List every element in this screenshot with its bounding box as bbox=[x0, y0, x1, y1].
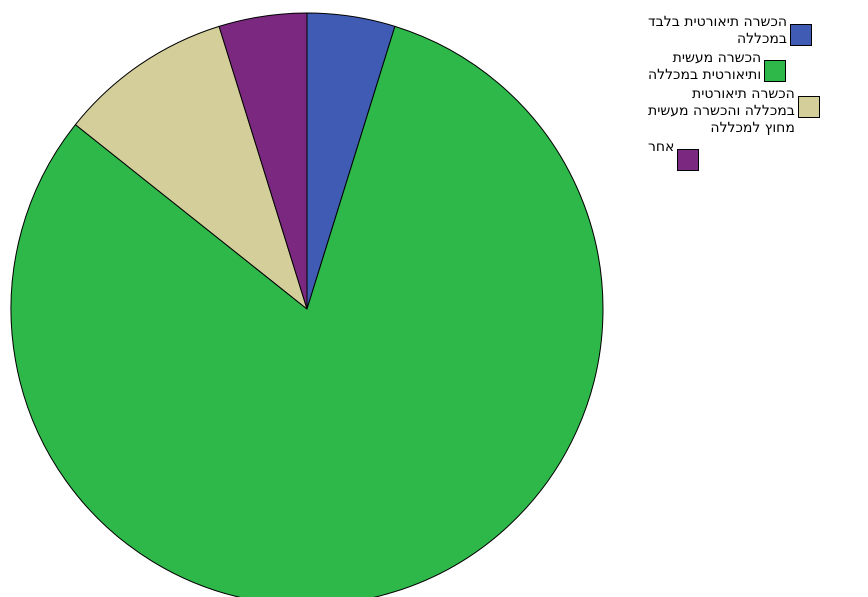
legend-swatch bbox=[790, 24, 813, 46]
legend-item: הכשרה תיאורטית בלבד במכללה bbox=[648, 14, 863, 48]
pie-slices bbox=[10, 12, 604, 597]
pie-slice-2 bbox=[10, 25, 604, 597]
legend-label: הכשרה תיאורטית בלבד במכללה bbox=[648, 14, 788, 47]
legend: הכשרה תיאורטית בלבד במכללה הכשרה מעשית ו… bbox=[648, 14, 863, 173]
pie-slice-4 bbox=[218, 12, 308, 310]
legend-label: הכשרה תיאורטית במכללה והכשרה מעשית מחוץ … bbox=[648, 86, 795, 136]
legend-label: הכשרה מעשית ותיאורטית במכללה bbox=[648, 50, 762, 83]
legend-swatch bbox=[764, 60, 787, 82]
legend-item: הכשרה מעשית ותיאורטית במכללה bbox=[648, 50, 863, 84]
pie-slice-3 bbox=[74, 25, 308, 310]
legend-label: אחר bbox=[648, 139, 675, 155]
legend-item: אחר bbox=[648, 139, 863, 171]
legend-item: הכשרה תיאורטית במכללה והכשרה מעשית מחוץ … bbox=[648, 86, 863, 137]
legend-swatch bbox=[677, 149, 700, 171]
legend-swatch bbox=[797, 96, 820, 118]
